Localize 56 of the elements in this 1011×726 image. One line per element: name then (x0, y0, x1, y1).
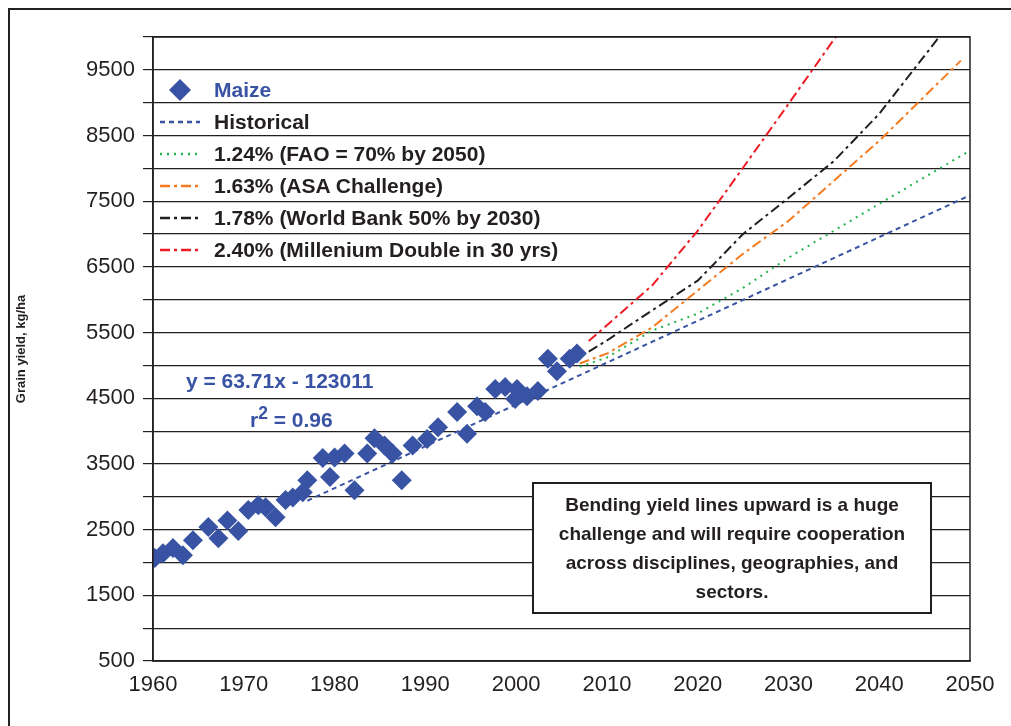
legend-label: Maize (214, 78, 272, 102)
legend-label: Historical (214, 110, 310, 134)
legend-label: 2.40% (Millenium Double in 30 yrs) (214, 238, 559, 262)
line-series (578, 149, 970, 368)
y-tick-label: 500 (98, 647, 135, 673)
point (208, 528, 229, 549)
point (228, 520, 249, 541)
point (364, 428, 385, 449)
x-tick-label: 1960 (128, 671, 178, 697)
x-tick-label: 2000 (491, 671, 541, 697)
point (162, 538, 183, 559)
x-tick-label: 1980 (310, 671, 360, 697)
y-tick-label: 9500 (86, 55, 135, 81)
point (297, 470, 318, 491)
x-tick-label: 2020 (673, 671, 723, 697)
y-tick-label: 4500 (86, 384, 135, 410)
legend-label: 1.78% (World Bank 50% by 2030) (214, 206, 541, 230)
point (344, 480, 365, 501)
y-tick-label: 3500 (86, 450, 135, 476)
point (357, 443, 378, 464)
point (428, 417, 449, 438)
y-tick-label: 5500 (86, 318, 135, 344)
x-tick-label: 1970 (219, 671, 269, 697)
point (546, 361, 567, 382)
point (457, 423, 478, 444)
x-tick-label: 1990 (400, 671, 450, 697)
y-tick-label: 1500 (86, 581, 135, 607)
point (198, 517, 219, 537)
point (475, 402, 496, 423)
x-tick-label: 2010 (582, 671, 632, 697)
x-tick-label: 2040 (854, 671, 904, 697)
y-tick-label: 7500 (86, 187, 135, 213)
point (447, 402, 468, 423)
x-tick-label: 2050 (945, 671, 995, 697)
point (417, 428, 438, 449)
point (382, 443, 403, 464)
y-axis-title: Grain yield, kg/ha (13, 294, 29, 404)
point (391, 470, 412, 491)
point (527, 381, 548, 402)
point (217, 510, 238, 531)
annotation: y = 63.71x - 123011 (186, 369, 374, 393)
y-tick-label: 6500 (86, 252, 135, 278)
legend-label: 1.24% (FAO = 70% by 2050) (214, 142, 486, 166)
y-tick-label: 8500 (86, 121, 135, 147)
annotation: Bending yield lines upward is a huge challenge and will require cooperation across disciplines, geographies, and sectors. (532, 482, 932, 614)
annotation: r$^{2}$ = 0.96 (250, 403, 333, 432)
point (172, 545, 193, 566)
point (182, 530, 203, 551)
y-tick-label: 2500 (86, 515, 135, 541)
point (320, 467, 341, 488)
point (334, 443, 355, 464)
point (265, 507, 286, 528)
point (402, 435, 423, 456)
x-tick-label: 2030 (763, 671, 813, 697)
legend-label: 1.63% (ASA Challenge) (214, 174, 444, 198)
point (537, 348, 558, 369)
